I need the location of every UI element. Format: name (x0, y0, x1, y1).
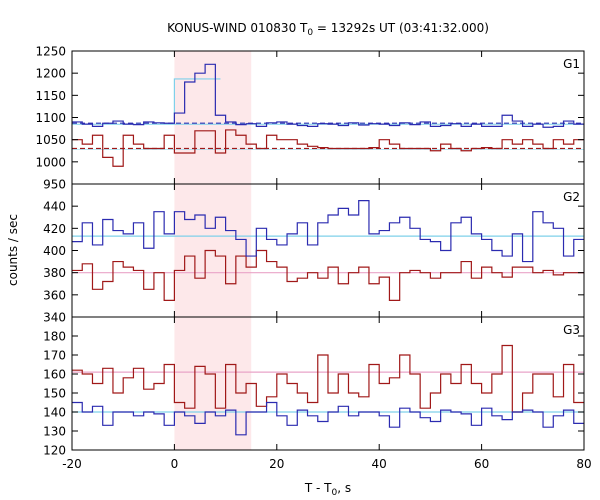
y-tick-label: 400 (43, 244, 66, 258)
panel-frame-g1 (71, 50, 585, 185)
y-tick-label: 1000 (35, 155, 66, 169)
panel-label-g3: G3 (563, 323, 580, 337)
x-tick-label: 60 (474, 457, 489, 471)
panel-frame-g3 (71, 316, 585, 451)
y-tick-label: 150 (43, 387, 66, 401)
red-series-g1 (72, 129, 584, 167)
y-tick-label: 380 (43, 266, 66, 280)
x-tick-label: 80 (576, 457, 591, 471)
y-tick-label: 130 (43, 425, 66, 439)
panel-g3 (72, 344, 584, 436)
y-tick-label: 340 (43, 311, 66, 325)
blue-series-g2 (72, 200, 584, 263)
xlabel-rest: , s (337, 481, 351, 495)
xlabel-subscript: 0 (332, 488, 338, 498)
y-tick-label: 180 (43, 330, 66, 344)
y-axis-label: counts / sec (6, 214, 20, 286)
y-tick-label: 120 (43, 444, 66, 458)
panel-label-g2: G2 (563, 190, 580, 204)
title-rest: = 13292s UT (03:41:32.000) (313, 21, 489, 35)
chart-title: KONUS-WIND 010830 T0 = 13292s UT (03:41:… (167, 21, 489, 38)
y-tick-label: 420 (43, 222, 66, 236)
x-axis-label: T - T0, s (304, 481, 351, 498)
blue-series-g3 (72, 401, 584, 436)
peak-highlight (173, 78, 221, 124)
panel-frame-g2 (71, 183, 585, 318)
x-tick-label: 20 (269, 457, 284, 471)
panels (72, 63, 584, 436)
y-tick-label: 1150 (35, 89, 66, 103)
title-main: KONUS-WIND 010830 T (167, 21, 308, 35)
y-tick-label: 1100 (35, 111, 66, 125)
y-tick-label: 1250 (35, 45, 66, 59)
y-tick-label: 1050 (35, 133, 66, 147)
y-tick-label: 440 (43, 200, 66, 214)
panel-g1 (72, 63, 584, 167)
blue-series-g1 (72, 63, 584, 128)
red-series-g3 (72, 344, 584, 413)
axes: 950100010501100115012001250G134036038040… (35, 45, 591, 472)
panel-label-g1: G1 (563, 57, 580, 71)
xlabel-main: T - T (304, 481, 332, 495)
y-tick-label: 170 (43, 349, 66, 363)
y-tick-label: 950 (43, 178, 66, 192)
panel-g2 (72, 200, 584, 301)
y-tick-label: 160 (43, 368, 66, 382)
red-series-g2 (72, 249, 584, 301)
title-subscript: 0 (307, 28, 313, 38)
y-tick-label: 1200 (35, 67, 66, 81)
y-tick-label: 140 (43, 406, 66, 420)
x-tick-label: 0 (171, 457, 179, 471)
x-tick-label: -20 (62, 457, 82, 471)
x-tick-label: 40 (372, 457, 387, 471)
y-tick-label: 360 (43, 288, 66, 302)
